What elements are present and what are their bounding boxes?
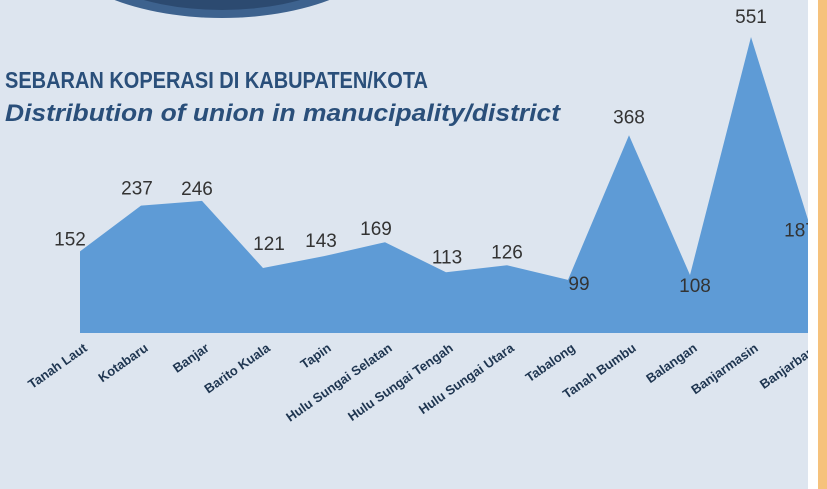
value-label: 126: [491, 242, 523, 263]
area: [80, 37, 812, 333]
side-strip: [808, 0, 818, 489]
value-label: 99: [568, 274, 589, 295]
value-label: 551: [735, 7, 767, 28]
value-label: 246: [181, 179, 213, 200]
x-tick-label: Tabalong: [523, 340, 578, 385]
value-label: 113: [432, 247, 462, 268]
chart-title: SEBARAN KOPERASI DI KABUPATEN/KOTA: [5, 67, 428, 93]
x-tick-label: Balangan: [643, 340, 700, 386]
value-label: 143: [305, 231, 337, 252]
x-tick-label: Barito Kuala: [201, 340, 273, 397]
value-label: 152: [54, 229, 86, 250]
x-tick-label: Banjarmasin: [688, 340, 761, 397]
value-label: 121: [253, 234, 285, 255]
x-tick-label: Hulu Sungai Selatan: [283, 340, 395, 424]
x-tick-label: Hulu Sungai Tengah: [345, 340, 456, 424]
value-label: 237: [121, 179, 153, 200]
x-tick-label: Tanah Laut: [25, 340, 90, 392]
decor-circle-inner: [143, 0, 301, 10]
side-strip-accent: [818, 0, 827, 489]
value-label: 108: [679, 276, 711, 297]
value-label: 187: [784, 221, 816, 242]
value-label: 169: [360, 219, 392, 240]
x-tick-label: Tapin: [298, 340, 334, 372]
chart-subtitle: Distribution of union in manucipality/di…: [5, 100, 561, 127]
x-tick-label: Banjar: [170, 340, 212, 375]
value-label: 368: [613, 107, 645, 128]
x-tick-label: Kotabaru: [95, 340, 150, 385]
